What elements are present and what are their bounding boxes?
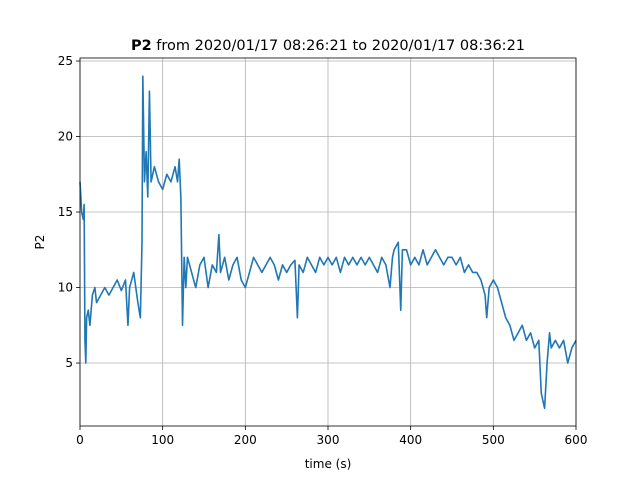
y-tick-label: 20 xyxy=(58,130,73,144)
x-tick-label: 600 xyxy=(565,433,588,447)
title-bold: P2 xyxy=(131,38,152,54)
plot-frame xyxy=(79,57,577,427)
chart-title: P2 from 2020/01/17 08:26:21 to 2020/01/1… xyxy=(131,38,525,54)
y-tick-label: 25 xyxy=(58,54,73,68)
y-tick-label: 10 xyxy=(58,281,73,295)
x-tick-label: 100 xyxy=(151,433,174,447)
y-tick-label: 15 xyxy=(58,205,73,219)
x-tick-label: 300 xyxy=(317,433,340,447)
x-tick-label: 200 xyxy=(234,433,257,447)
y-tick-label: 5 xyxy=(65,356,73,370)
x-tick-label: 500 xyxy=(482,433,505,447)
y-axis-label: P2 xyxy=(33,235,47,250)
x-tick-label: 0 xyxy=(76,433,84,447)
x-tick-label: 400 xyxy=(399,433,422,447)
x-axis-label: time (s) xyxy=(305,457,352,471)
data-line xyxy=(79,75,577,410)
title-rest: from 2020/01/17 08:26:21 to 2020/01/17 0… xyxy=(156,38,525,54)
